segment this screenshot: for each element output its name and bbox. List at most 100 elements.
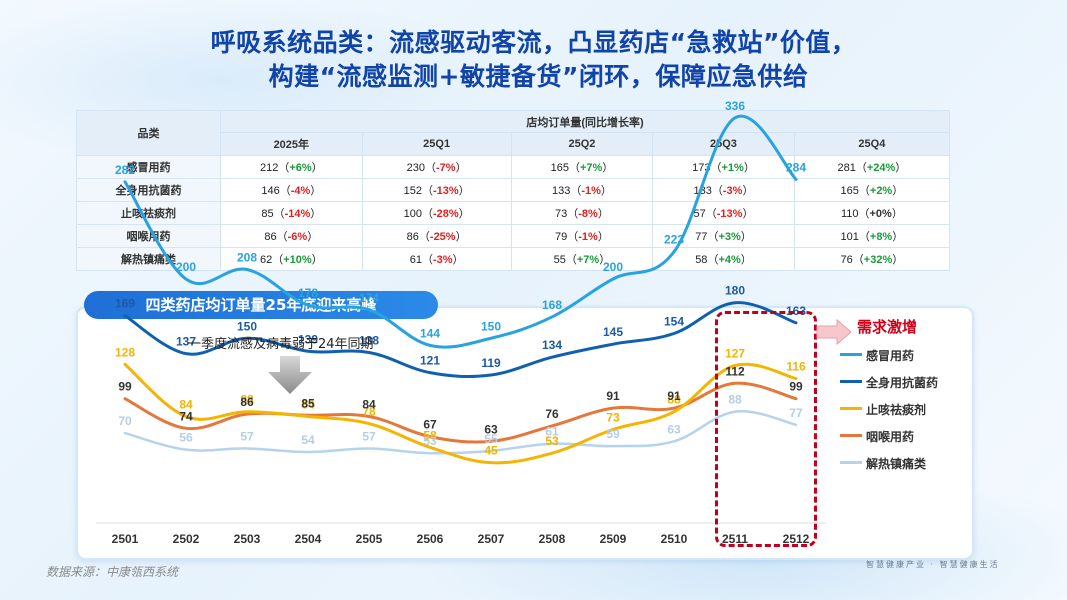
cell-value: 212: [259, 162, 279, 174]
data-label: 56: [179, 431, 193, 445]
series-line: [123, 410, 798, 455]
cell-growth: -14%: [284, 208, 311, 220]
data-label: 180: [725, 284, 745, 298]
surge-arrow-icon: [816, 318, 852, 346]
data-label: 86: [240, 395, 254, 409]
cell-value: 165: [840, 185, 859, 197]
cell-growth: +7%: [579, 162, 603, 174]
data-label: 139: [298, 332, 318, 346]
cell-growth: +1%: [721, 162, 744, 174]
cell-value: 86: [406, 231, 419, 243]
data-label: 73: [606, 410, 620, 424]
data-label: 150: [481, 319, 501, 333]
legend-label: 全身用抗菌药: [866, 376, 939, 390]
data-label: 138: [359, 333, 379, 347]
chart-annotation: 一季度流感及病毒弱于24年同期: [188, 337, 374, 352]
data-label: 144: [420, 326, 440, 340]
data-label: 78: [362, 405, 376, 419]
cell-value: 230: [406, 162, 426, 174]
cell-value: 86: [264, 231, 277, 243]
table-cell: 86（-25%）: [361, 224, 512, 248]
table-cell: 61（-3%）: [361, 247, 512, 271]
table-cell: 212（+6%）: [220, 155, 363, 179]
cell-growth: -6%: [287, 231, 308, 243]
cell-value: 165: [550, 162, 569, 174]
data-label: 282: [115, 163, 135, 177]
data-label: 53: [545, 434, 559, 448]
data-label: 63: [484, 422, 498, 436]
legend-swatch: [840, 380, 862, 383]
table-category-header: 品类: [76, 110, 221, 156]
data-label: 88: [728, 393, 742, 407]
data-label: 128: [115, 345, 135, 359]
series-line: [123, 301, 798, 379]
page-title: 呼吸系统品类：流感驱动客流，凸显药店“急救站”价值， 构建“流感监测+敏捷备货”…: [0, 26, 1067, 94]
x-tick-label: 2506: [417, 532, 444, 546]
data-label: 63: [667, 422, 681, 436]
data-label: 57: [240, 429, 254, 443]
table-cell: 62（+10%）: [220, 247, 363, 271]
data-label: 178: [298, 286, 318, 300]
series-line: [123, 381, 798, 444]
surge-label: 需求激增: [857, 318, 918, 336]
table-column-header: 25Q3: [652, 132, 795, 156]
table-row-name: 全身用抗菌药: [76, 178, 221, 202]
cell-value: 57: [693, 208, 706, 220]
data-label: 91: [606, 389, 620, 403]
table-row: 解热镇痛类 62（+10%） 61（-3%） 55（+7%） 58（+4%） 76（+32…: [76, 247, 951, 271]
table-row-name: 解热镇痛类: [76, 247, 221, 271]
table-row-name: 止咳祛痰剂: [76, 201, 221, 225]
cell-growth: -13%: [432, 185, 459, 197]
legend-swatch: [840, 434, 862, 437]
cell-growth: -1%: [578, 231, 598, 243]
cell-growth: +2%: [869, 185, 893, 197]
table-row: 感冒用药 212（+6%） 230（-7%） 165（+7%） 173（+1%） 281（…: [76, 155, 951, 179]
table-column-header: 25Q2: [510, 132, 654, 156]
data-label: 336: [725, 99, 745, 113]
data-label: 127: [725, 347, 745, 361]
cell-growth: -1%: [581, 185, 601, 197]
cell-growth: -3%: [722, 185, 743, 197]
cell-value: 77: [695, 231, 708, 243]
cell-value: 281: [837, 162, 856, 174]
cell-value: 76: [840, 254, 853, 266]
data-label: 54: [301, 433, 315, 447]
data-label: 134: [542, 338, 562, 352]
data-label: 174: [359, 291, 379, 305]
category-order-table: 品类 店均订单量(同比增长率) 2025年 25Q1 25Q2 25Q3 25Q4 感冒…: [76, 110, 951, 271]
data-label: 84: [362, 397, 376, 411]
legend-label: 感冒用药: [866, 349, 915, 363]
data-label: 200: [603, 260, 623, 274]
data-label: 223: [664, 233, 684, 247]
legend-label: 咽喉用药: [866, 430, 915, 444]
x-tick-label: 2504: [295, 532, 322, 546]
table-cell: 101（+8%）: [793, 224, 951, 248]
data-label: 99: [789, 380, 803, 394]
series-line: [123, 114, 798, 349]
data-label: 119: [481, 356, 501, 370]
cell-value: 152: [403, 185, 422, 197]
data-label: 200: [176, 260, 196, 274]
series-line: [123, 362, 798, 465]
x-tick-label: 2503: [234, 532, 261, 546]
table-body: 感冒用药 212（+6%） 230（-7%） 165（+7%） 173（+1%） 281（…: [76, 155, 951, 271]
data-label: 70: [118, 414, 132, 428]
cell-growth: -7%: [436, 162, 456, 174]
legend-swatch: [840, 461, 862, 464]
cell-growth: +32%: [863, 254, 893, 266]
cell-growth: -25%: [429, 231, 456, 243]
data-source-note: 数据来源：中康瓴西系统: [46, 565, 179, 579]
data-label: 74: [179, 409, 193, 423]
data-label: 163: [786, 304, 806, 318]
footer-tagline: 智慧健康产业 · 智慧健康生活: [866, 560, 1000, 569]
x-tick-label: 2509: [600, 532, 627, 546]
legend-swatch: [840, 407, 862, 410]
cell-value: 62: [259, 254, 273, 266]
data-label: 284: [786, 160, 806, 174]
cell-value: 133: [551, 185, 571, 197]
data-label: 53: [423, 434, 437, 448]
data-label: 58: [423, 428, 437, 442]
data-label: 121: [420, 354, 440, 368]
cell-growth: +6%: [289, 162, 312, 174]
